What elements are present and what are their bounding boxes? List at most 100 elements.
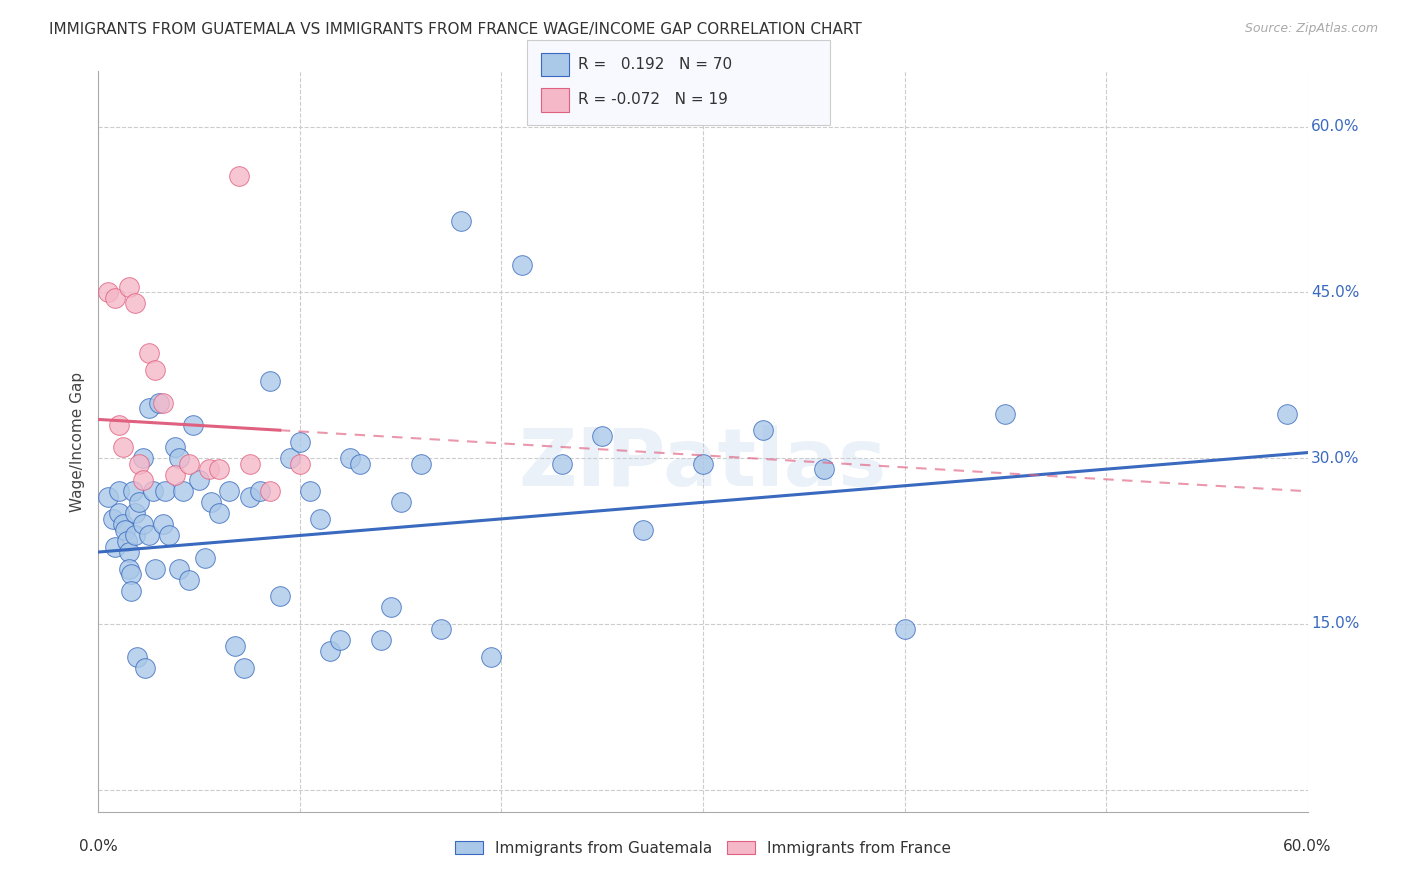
Point: [208, 462, 231, 476]
Point: [163, 467, 186, 482]
Point: [128, 495, 150, 509]
Text: 30.0%: 30.0%: [1312, 450, 1360, 466]
Point: [224, 639, 246, 653]
Point: [101, 512, 124, 526]
Point: [752, 424, 775, 438]
Point: [380, 600, 402, 615]
Point: [249, 484, 271, 499]
Point: [128, 457, 150, 471]
Point: [125, 650, 148, 665]
Point: [1277, 407, 1299, 421]
Text: 0.0%: 0.0%: [79, 839, 118, 855]
Point: [510, 258, 533, 272]
Point: [118, 545, 141, 559]
Point: [120, 567, 142, 582]
Point: [181, 417, 204, 432]
Point: [239, 457, 262, 471]
Text: ZIPatlas: ZIPatlas: [519, 425, 887, 503]
Text: Source: ZipAtlas.com: Source: ZipAtlas.com: [1244, 22, 1378, 36]
Point: [167, 561, 190, 575]
Point: [167, 451, 190, 466]
Text: 60.0%: 60.0%: [1312, 120, 1360, 134]
Point: [551, 457, 574, 471]
Point: [194, 550, 217, 565]
Point: [115, 533, 138, 548]
Text: 60.0%: 60.0%: [1284, 839, 1331, 855]
Point: [631, 523, 654, 537]
Point: [107, 484, 129, 499]
Point: [994, 407, 1017, 421]
Point: [124, 528, 146, 542]
Point: [288, 434, 311, 449]
Text: R = -0.072   N = 19: R = -0.072 N = 19: [578, 93, 728, 107]
Point: [157, 528, 180, 542]
Point: [278, 451, 301, 466]
Point: [132, 451, 155, 466]
Point: [409, 457, 432, 471]
Point: [389, 495, 412, 509]
Point: [179, 457, 201, 471]
Point: [118, 561, 141, 575]
Point: [259, 484, 281, 499]
Text: 45.0%: 45.0%: [1312, 285, 1360, 300]
Point: [450, 213, 472, 227]
Point: [138, 346, 160, 360]
Point: [208, 507, 231, 521]
Point: [198, 462, 221, 476]
Point: [179, 573, 201, 587]
Point: [152, 517, 174, 532]
Y-axis label: Wage/Income Gap: Wage/Income Gap: [70, 371, 86, 512]
Point: [153, 484, 176, 499]
Point: [218, 484, 240, 499]
Point: [259, 374, 281, 388]
Point: [107, 507, 129, 521]
Point: [430, 623, 453, 637]
Point: [893, 623, 915, 637]
Text: 15.0%: 15.0%: [1312, 616, 1360, 632]
Point: [132, 517, 155, 532]
Point: [163, 440, 186, 454]
Text: R =   0.192   N = 70: R = 0.192 N = 70: [578, 57, 733, 71]
Legend: Immigrants from Guatemala, Immigrants from France: Immigrants from Guatemala, Immigrants fr…: [447, 833, 959, 863]
Point: [138, 401, 160, 416]
Point: [143, 561, 166, 575]
Point: [118, 280, 141, 294]
Point: [349, 457, 371, 471]
Point: [142, 484, 165, 499]
Point: [329, 633, 352, 648]
Point: [309, 512, 332, 526]
Point: [188, 473, 211, 487]
Point: [138, 528, 160, 542]
Point: [97, 490, 120, 504]
Point: [148, 396, 170, 410]
Point: [232, 661, 254, 675]
Point: [111, 517, 134, 532]
Point: [481, 650, 503, 665]
Point: [172, 484, 194, 499]
Point: [339, 451, 361, 466]
Point: [121, 484, 143, 499]
Point: [228, 169, 250, 184]
Point: [103, 291, 125, 305]
Point: [299, 484, 322, 499]
Point: [288, 457, 311, 471]
Point: [120, 583, 142, 598]
Point: [813, 462, 835, 476]
Point: [591, 429, 613, 443]
Text: IMMIGRANTS FROM GUATEMALA VS IMMIGRANTS FROM FRANCE WAGE/INCOME GAP CORRELATION : IMMIGRANTS FROM GUATEMALA VS IMMIGRANTS …: [49, 22, 862, 37]
Point: [124, 296, 146, 310]
Point: [269, 589, 291, 603]
Point: [134, 661, 156, 675]
Point: [319, 644, 342, 658]
Point: [111, 440, 134, 454]
Point: [143, 362, 166, 376]
Point: [370, 633, 392, 648]
Point: [114, 523, 136, 537]
Point: [107, 417, 129, 432]
Point: [152, 396, 174, 410]
Point: [97, 285, 120, 300]
Point: [132, 473, 155, 487]
Point: [124, 507, 146, 521]
Point: [239, 490, 262, 504]
Point: [692, 457, 714, 471]
